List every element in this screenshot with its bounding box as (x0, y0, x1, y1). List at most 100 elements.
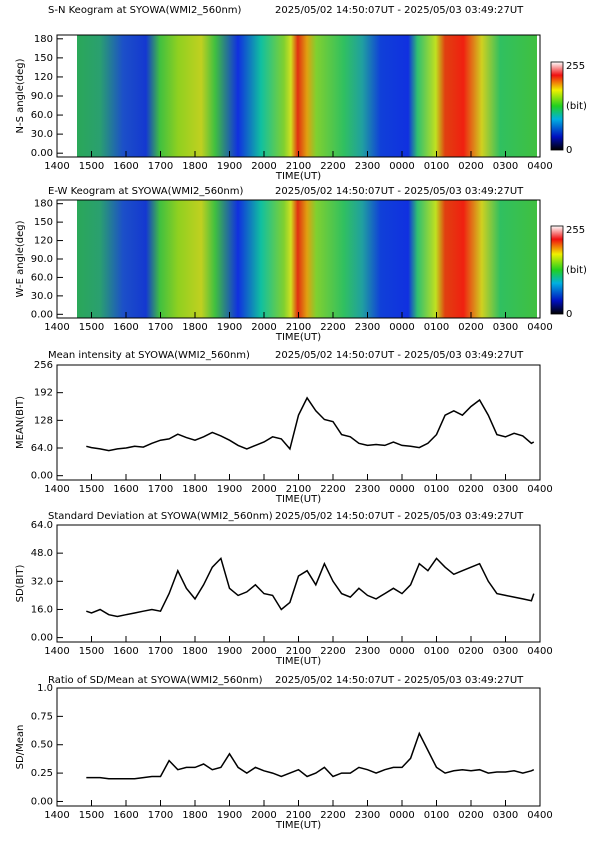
x-tick-label: 0300 (493, 161, 518, 172)
y-tick-label: 60.0 (31, 272, 53, 283)
x-tick-label: 0400 (527, 161, 552, 172)
x-tick-label: 0300 (493, 810, 518, 821)
y-tick-label: 90.0 (31, 91, 53, 102)
y-axis-label: SD(BIT) (15, 565, 26, 603)
x-tick-label: 1800 (182, 322, 207, 333)
panel-title: Mean intensity at SYOWA(WMI2_560nm) (48, 350, 250, 361)
x-axis-label: TIME(UT) (275, 820, 321, 831)
colorbar-max: 255 (566, 225, 585, 236)
x-tick-label: 1600 (113, 161, 138, 172)
y-tick-label: 0.00 (31, 633, 53, 644)
x-tick-label: 2200 (320, 810, 345, 821)
plot-frame (56, 524, 541, 643)
x-tick-label: 1700 (148, 322, 173, 333)
x-tick-label: 1800 (182, 161, 207, 172)
x-tick-label: 0100 (424, 646, 449, 657)
y-tick-label: 1.0 (37, 683, 53, 694)
x-axis-label: TIME(UT) (275, 494, 321, 505)
y-axis-label: W-E angle(deg) (15, 220, 26, 297)
x-tick-label: 0000 (389, 484, 414, 495)
x-axis-label: TIME(UT) (275, 332, 321, 343)
x-tick-label: 2100 (286, 161, 311, 172)
x-tick-label: 0000 (389, 810, 414, 821)
y-tick-label: 256 (34, 360, 53, 371)
x-tick-label: 2300 (355, 322, 380, 333)
keogram-image (77, 200, 537, 318)
colorbar-min: 0 (566, 145, 572, 156)
colorbar (550, 225, 564, 315)
x-tick-label: 0400 (527, 810, 552, 821)
x-tick-label: 2100 (286, 810, 311, 821)
x-tick-label: 0300 (493, 484, 518, 495)
panel-title: Ratio of SD/Mean at SYOWA(WMI2_560nm) (48, 675, 263, 686)
x-tick-label: 0400 (527, 646, 552, 657)
x-tick-label: 2000 (251, 646, 276, 657)
x-tick-label: 1700 (148, 484, 173, 495)
x-tick-label: 2300 (355, 646, 380, 657)
x-tick-label: 1800 (182, 484, 207, 495)
x-tick-label: 0300 (493, 646, 518, 657)
x-tick-label: 2200 (320, 484, 345, 495)
x-tick-label: 0400 (527, 322, 552, 333)
panel-time-range: 2025/05/02 14:50:07UT - 2025/05/03 03:49… (275, 350, 524, 361)
x-tick-label: 0100 (424, 810, 449, 821)
panel-title: Standard Deviation at SYOWA(WMI2_560nm) (48, 511, 273, 522)
y-tick-label: 64.0 (31, 520, 53, 531)
x-tick-label: 0400 (527, 484, 552, 495)
x-tick-label: 0200 (458, 484, 483, 495)
x-axis-label: TIME(UT) (275, 171, 321, 182)
x-tick-label: 1500 (79, 161, 104, 172)
x-tick-label: 0100 (424, 161, 449, 172)
colorbar-max: 255 (566, 61, 585, 72)
x-tick-label: 2200 (320, 161, 345, 172)
colorbar-min: 0 (566, 309, 572, 320)
x-tick-label: 0300 (493, 322, 518, 333)
x-tick-label: 1500 (79, 484, 104, 495)
y-tick-label: 180 (34, 199, 53, 210)
x-tick-label: 1900 (217, 646, 242, 657)
y-tick-label: 150 (34, 217, 53, 228)
x-tick-label: 1400 (44, 646, 69, 657)
plot-frame (56, 364, 541, 481)
colorbar (550, 61, 564, 151)
x-tick-label: 1900 (217, 161, 242, 172)
x-tick-label: 2200 (320, 322, 345, 333)
x-tick-label: 2300 (355, 810, 380, 821)
y-tick-label: 90.0 (31, 254, 53, 265)
x-axis-label: TIME(UT) (275, 656, 321, 667)
panel-time-range: 2025/05/02 14:50:07UT - 2025/05/03 03:49… (275, 675, 524, 686)
x-tick-label: 1400 (44, 322, 69, 333)
x-tick-label: 1700 (148, 810, 173, 821)
y-tick-label: 192 (34, 388, 53, 399)
y-axis-label: N-S angle(deg) (15, 58, 26, 133)
x-tick-label: 1800 (182, 646, 207, 657)
x-tick-label: 1900 (217, 322, 242, 333)
x-tick-label: 2100 (286, 646, 311, 657)
x-tick-label: 1400 (44, 484, 69, 495)
y-tick-label: 30.0 (31, 291, 53, 302)
y-tick-label: 60.0 (31, 110, 53, 121)
x-tick-label: 1500 (79, 810, 104, 821)
x-tick-label: 2100 (286, 484, 311, 495)
x-tick-label: 1600 (113, 322, 138, 333)
panel-time-range: 2025/05/02 14:50:07UT - 2025/05/03 03:49… (275, 5, 524, 16)
y-tick-label: 150 (34, 53, 53, 64)
x-tick-label: 1600 (113, 484, 138, 495)
x-tick-label: 0000 (389, 322, 414, 333)
x-tick-label: 1700 (148, 646, 173, 657)
y-tick-label: 48.0 (31, 548, 53, 559)
y-tick-label: 16.0 (31, 604, 53, 615)
x-tick-label: 1600 (113, 810, 138, 821)
colorbar-label: (bit) (566, 101, 587, 112)
data-line (86, 556, 535, 618)
y-tick-label: 0.25 (31, 768, 53, 779)
x-tick-label: 1500 (79, 646, 104, 657)
y-tick-label: 0.00 (31, 471, 53, 482)
panel-title: S-N Keogram at SYOWA(WMI2_560nm) (48, 5, 242, 16)
x-tick-label: 1900 (217, 810, 242, 821)
x-tick-label: 2300 (355, 484, 380, 495)
y-tick-label: 30.0 (31, 129, 53, 140)
x-tick-label: 0200 (458, 810, 483, 821)
x-tick-label: 0000 (389, 161, 414, 172)
